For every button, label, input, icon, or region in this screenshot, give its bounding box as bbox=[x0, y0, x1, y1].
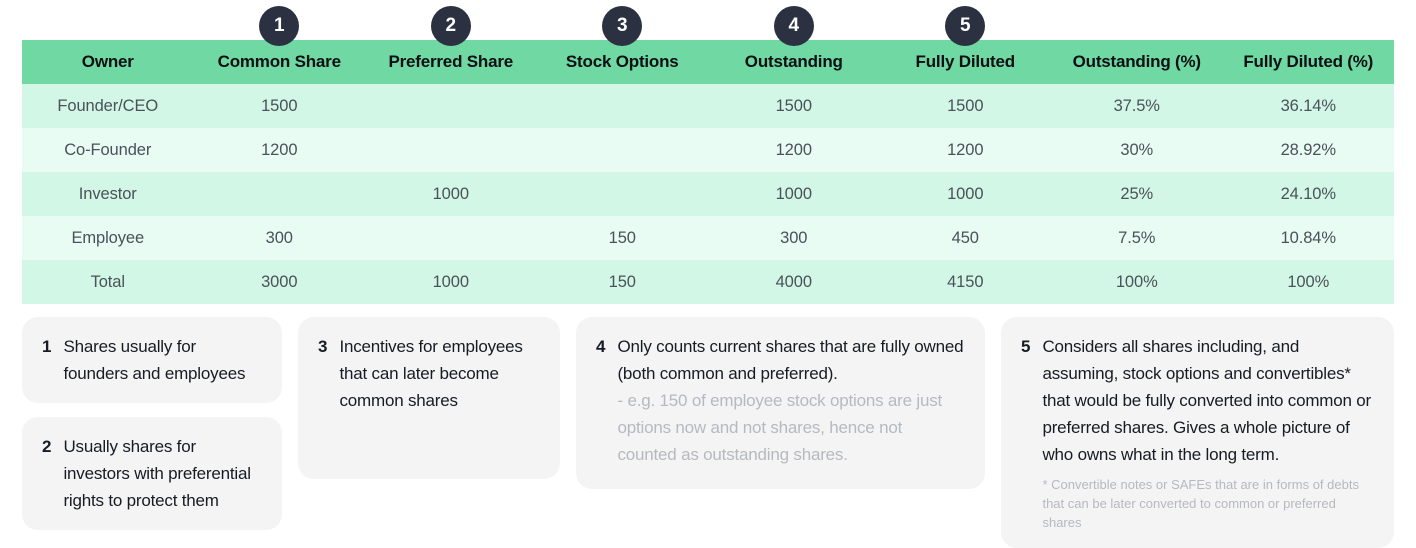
note-text: Shares usually for founders and employee… bbox=[63, 337, 246, 383]
table-cell: Investor bbox=[78, 184, 137, 203]
table-cell: 3000 bbox=[261, 272, 298, 291]
notes-column-1: 1 Shares usually for founders and employ… bbox=[22, 317, 282, 530]
column-badge-5: 5 bbox=[945, 6, 986, 46]
note-number: 2 bbox=[42, 437, 52, 456]
table-cell: Employee bbox=[71, 228, 145, 247]
table-cell: 100% bbox=[1115, 272, 1158, 291]
note-card-1: 1 Shares usually for founders and employ… bbox=[22, 317, 282, 403]
table-row-investor: Investor 1000 1000 1000 25% 24.10% bbox=[22, 172, 1394, 216]
column-badge-2: 2 bbox=[430, 6, 471, 46]
table-cell: Founder/CEO bbox=[57, 96, 159, 115]
note-text: Only counts current shares that are full… bbox=[617, 337, 964, 383]
note-footnote: * Convertible notes or SAFEs that are in… bbox=[1042, 477, 1359, 530]
table-cell: 1500 bbox=[947, 96, 984, 115]
note-subtext: - e.g. 150 of employee stock options are… bbox=[617, 391, 943, 464]
note-number: 5 bbox=[1021, 337, 1031, 356]
table-cell: Co-Founder bbox=[64, 140, 152, 159]
table-cell: 1200 bbox=[261, 140, 298, 159]
header-fully-diluted-pct: Fully Diluted (%) bbox=[1243, 52, 1374, 71]
table-cell: 28.92% bbox=[1280, 140, 1336, 159]
table-cell: 1000 bbox=[432, 184, 469, 203]
table-cell: 30% bbox=[1120, 140, 1154, 159]
table-cell: 1500 bbox=[261, 96, 298, 115]
note-card-2: 2 Usually shares for investors with pref… bbox=[22, 417, 282, 530]
column-badge-4: 4 bbox=[773, 6, 814, 46]
table-cell: 100% bbox=[1287, 272, 1330, 291]
note-card-3: 3 Incentives for employees that can late… bbox=[298, 317, 560, 479]
note-card-4: 4 Only counts current shares that are fu… bbox=[576, 317, 985, 489]
table-header-row: Owner Common Share Preferred Share Stock… bbox=[22, 40, 1394, 84]
note-number: 1 bbox=[42, 337, 52, 356]
note-card-5: 5 Considers all shares including, and as… bbox=[1001, 317, 1394, 548]
table-cell: 1000 bbox=[775, 184, 812, 203]
table-cell: 7.5% bbox=[1118, 228, 1156, 247]
table-cell: 150 bbox=[608, 228, 636, 247]
header-owner: Owner bbox=[81, 52, 134, 71]
header-stock-options: Stock Options bbox=[565, 52, 679, 71]
notes-section: 1 Shares usually for founders and employ… bbox=[22, 317, 1394, 548]
note-number: 3 bbox=[318, 337, 328, 356]
header-common-share: Common Share bbox=[217, 52, 341, 71]
table-cell: 300 bbox=[265, 228, 293, 247]
table-row-founder-ceo: Founder/CEO 1500 1500 1500 37.5% 36.14% bbox=[22, 84, 1394, 128]
table-row-total: Total 3000 1000 150 4000 4150 100% 100% bbox=[22, 260, 1394, 304]
note-text: Considers all shares including, and assu… bbox=[1042, 337, 1372, 464]
header-fully-diluted: Fully Diluted bbox=[915, 52, 1016, 71]
table-cell: 1200 bbox=[775, 140, 812, 159]
table-cell: 150 bbox=[608, 272, 636, 291]
table-cell: 450 bbox=[951, 228, 979, 247]
note-number: 4 bbox=[596, 337, 606, 356]
table-cell: 1200 bbox=[947, 140, 984, 159]
table-cell: 4000 bbox=[775, 272, 812, 291]
table-cell: Total bbox=[90, 272, 125, 291]
table-cell: 24.10% bbox=[1280, 184, 1336, 203]
table-cell: 36.14% bbox=[1280, 96, 1336, 115]
header-outstanding: Outstanding bbox=[744, 52, 843, 71]
header-outstanding-pct: Outstanding (%) bbox=[1072, 52, 1201, 71]
table-cell: 1000 bbox=[947, 184, 984, 203]
header-preferred-share: Preferred Share bbox=[388, 52, 514, 71]
table-cell: 1500 bbox=[775, 96, 812, 115]
note-text: Incentives for employees that can later … bbox=[339, 337, 523, 410]
table-row-co-founder: Co-Founder 1200 1200 1200 30% 28.92% bbox=[22, 128, 1394, 172]
table-cell: 4150 bbox=[947, 272, 984, 291]
table-cell: 1000 bbox=[432, 272, 469, 291]
table-cell: 37.5% bbox=[1113, 96, 1160, 115]
column-badge-1: 1 bbox=[259, 6, 300, 46]
table-cell: 10.84% bbox=[1280, 228, 1336, 247]
note-text: Usually shares for investors with prefer… bbox=[63, 437, 251, 510]
table-row-employee: Employee 300 150 300 450 7.5% 10.84% bbox=[22, 216, 1394, 260]
cap-table: 1 2 3 4 5 Owner Common Share Preferred S… bbox=[22, 6, 1394, 304]
table-cell: 300 bbox=[780, 228, 808, 247]
column-badge-3: 3 bbox=[602, 6, 643, 46]
table-cell: 25% bbox=[1120, 184, 1154, 203]
